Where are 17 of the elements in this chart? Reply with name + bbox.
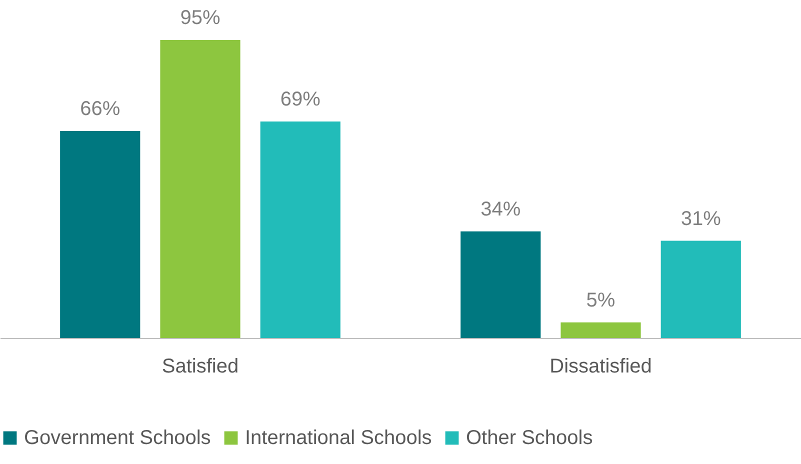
bar bbox=[160, 40, 240, 338]
bar bbox=[460, 231, 541, 338]
data-label: 34% bbox=[480, 198, 521, 220]
data-label: 31% bbox=[680, 208, 722, 230]
data-label: 5% bbox=[586, 289, 616, 312]
bar bbox=[560, 322, 641, 338]
bar bbox=[660, 240, 741, 338]
legend-label: International Schools bbox=[245, 427, 432, 449]
legend-label: Other Schools bbox=[466, 427, 593, 449]
x-tick-label: Satisfied bbox=[162, 356, 239, 378]
data-label: 66% bbox=[80, 98, 120, 120]
bar bbox=[260, 122, 340, 338]
bar bbox=[60, 130, 140, 338]
data-label: 69% bbox=[280, 88, 321, 111]
data-label: 95% bbox=[180, 7, 220, 29]
legend-label: Government Schools bbox=[24, 427, 211, 449]
x-tick-label: Dissatisfied bbox=[550, 356, 652, 378]
